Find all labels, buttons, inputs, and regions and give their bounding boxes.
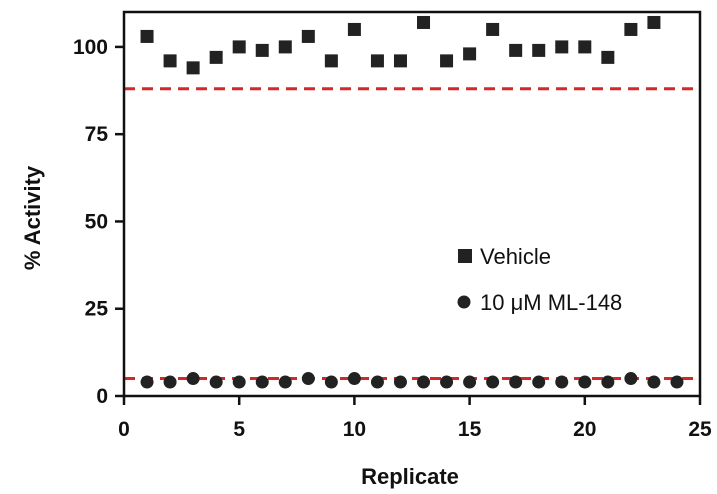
ml148-point	[647, 375, 661, 389]
ml148-point	[532, 375, 546, 389]
vehicle-point	[163, 54, 177, 68]
ml148-point	[440, 375, 454, 389]
ml148-point	[509, 375, 523, 389]
vehicle-point	[278, 40, 292, 54]
legend-marker-ml148	[457, 295, 471, 309]
vehicle-point	[578, 40, 592, 54]
vehicle-point	[532, 43, 546, 57]
ml148-point	[186, 372, 200, 386]
vehicle-point	[486, 22, 500, 36]
vehicle-point	[370, 54, 384, 68]
ml148-point	[601, 375, 615, 389]
vehicle-point	[255, 43, 269, 57]
legend: Vehicle 10 μM ML-148	[457, 244, 622, 315]
ml148-point	[209, 375, 223, 389]
vehicle-point	[140, 29, 154, 43]
x-tick-label: 0	[118, 418, 130, 441]
ml148-point	[393, 375, 407, 389]
vehicle-point	[393, 54, 407, 68]
data-points	[140, 15, 684, 389]
ml148-point	[555, 375, 569, 389]
vehicle-point	[301, 29, 315, 43]
vehicle-point	[440, 54, 454, 68]
tick-marks	[115, 45, 702, 405]
y-axis-title: % Activity	[20, 165, 45, 270]
ml148-point	[670, 375, 684, 389]
ml148-point	[463, 375, 477, 389]
vehicle-point	[186, 61, 200, 75]
ml148-point	[278, 375, 292, 389]
ml148-point	[324, 375, 338, 389]
ml148-point	[578, 375, 592, 389]
vehicle-point	[417, 15, 431, 29]
vehicle-point	[647, 15, 661, 29]
reference-lines	[124, 87, 700, 381]
x-tick-label: 5	[233, 418, 245, 441]
ml148-point	[417, 375, 431, 389]
ml148-point	[255, 375, 269, 389]
tick-labels: 0 5 10 15 20 25 0 25 50 75 100	[73, 36, 712, 441]
vehicle-point	[463, 47, 477, 61]
vehicle-point	[509, 43, 523, 57]
legend-marker-vehicle	[458, 249, 472, 263]
x-tick-label: 10	[343, 418, 366, 441]
ml148-point	[486, 375, 500, 389]
ml148-point	[624, 372, 638, 386]
y-tick-label: 25	[85, 298, 109, 321]
vehicle-point	[601, 50, 615, 64]
legend-label-ml148: 10 μM ML-148	[480, 290, 622, 315]
y-tick-label: 0	[96, 385, 108, 408]
ml148-point	[347, 372, 361, 386]
x-tick-label: 25	[688, 418, 712, 441]
y-tick-label: 100	[73, 36, 108, 59]
x-tick-label: 15	[458, 418, 482, 441]
y-tick-label: 50	[85, 210, 108, 233]
vehicle-point	[209, 50, 223, 64]
ml148-point	[140, 375, 154, 389]
x-axis-title: Replicate	[361, 464, 459, 489]
vehicle-point	[232, 40, 246, 54]
y-tick-label: 75	[85, 123, 109, 146]
ml148-point	[370, 375, 384, 389]
plot-frame	[122, 10, 702, 398]
plot-axes	[122, 10, 702, 398]
vehicle-point	[555, 40, 569, 54]
legend-label-vehicle: Vehicle	[480, 244, 551, 269]
ml148-point	[301, 372, 315, 386]
vehicle-point	[324, 54, 338, 68]
vehicle-point	[347, 22, 361, 36]
ml148-point	[232, 375, 246, 389]
x-tick-label: 20	[573, 418, 596, 441]
vehicle-point	[624, 22, 638, 36]
ml148-point	[163, 375, 177, 389]
